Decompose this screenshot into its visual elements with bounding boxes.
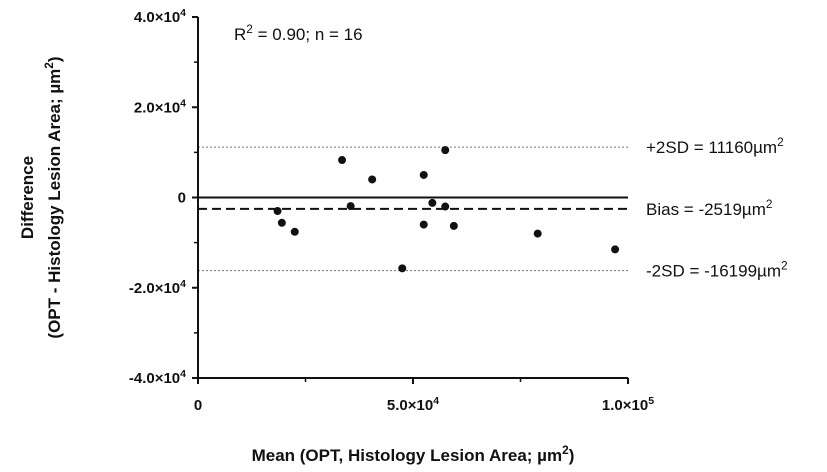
data-points	[273, 146, 620, 273]
data-point	[277, 218, 286, 227]
data-point	[398, 264, 407, 273]
data-point	[273, 207, 282, 216]
data-point	[428, 198, 437, 207]
y-axis-title-line-2: (OPT - Histology Lesion Area; µm2)	[42, 56, 64, 338]
upper-loa-label: +2SD = 11160µm2	[646, 135, 784, 157]
x-axis-title: Mean (OPT, Histology Lesion Area; µm2)	[252, 443, 575, 465]
x-tick-label: 1.0×105	[602, 395, 654, 414]
data-point	[441, 146, 450, 155]
data-point	[338, 156, 347, 165]
data-point	[368, 175, 377, 184]
data-point	[419, 170, 428, 179]
data-point	[419, 220, 428, 229]
y-tick-label: -4.0×104	[129, 368, 186, 387]
data-point	[346, 202, 355, 211]
data-point	[290, 227, 299, 236]
y-axis-title-line-1: Difference	[18, 156, 37, 239]
stats-annotation: R2 = 0.90; n = 16	[234, 22, 363, 44]
bias-label: Bias = -2519µm2	[646, 197, 773, 219]
y-tick-label: 4.0×104	[134, 7, 186, 26]
x-tick-label: 0	[194, 397, 202, 414]
chart-labels: Bias = -2519µm2 +2SD = 11160µm2 -2SD = -16…	[18, 22, 788, 465]
data-point	[449, 221, 458, 230]
lower-loa-label: -2SD = -16199µm2	[646, 259, 788, 281]
x-tick-label: 5.0×104	[387, 395, 439, 414]
data-point	[611, 245, 620, 254]
axes: 4.0×104 2.0×104 0 -2.0×104 -4.0×104 0 5.0×104 1…	[129, 7, 654, 414]
data-point	[533, 229, 542, 238]
y-tick-label: 2.0×104	[134, 97, 186, 116]
y-tick-label: 0	[178, 190, 186, 207]
data-point	[441, 202, 450, 211]
y-tick-label: -2.0×104	[129, 278, 186, 297]
reference-lines	[198, 146, 628, 272]
